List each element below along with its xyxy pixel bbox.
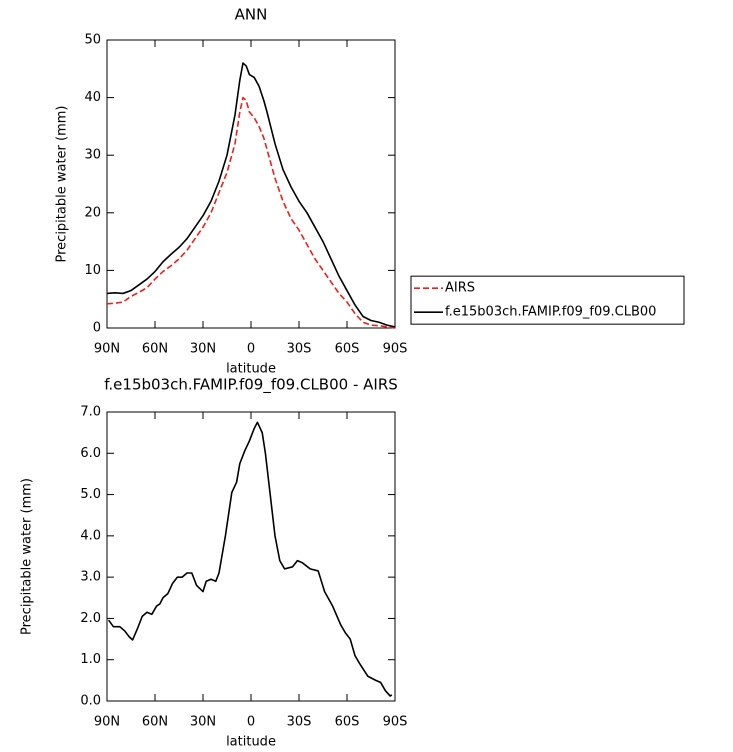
x-tick-label: 90S [383,342,408,357]
y-axis-label: Precipitable water (mm) [55,106,70,263]
legend-label: f.e15b03ch.FAMIP.f09_f09.CLB00 [445,305,656,320]
y-tick-label: 7.0 [80,405,101,420]
y-tick-label: 6.0 [80,446,101,461]
y-tick-label: 0 [93,321,101,336]
x-tick-label: 0 [247,715,255,730]
plot-frame [106,411,396,702]
y-tick-label: 20 [84,205,101,220]
data-line [106,62,396,328]
x-axis-label: latitude [226,362,276,377]
x-tick-label: 30S [287,715,312,730]
y-tick-label: 3.0 [80,570,101,585]
x-tick-label: 90N [94,342,120,357]
x-tick-label: 90S [383,715,408,730]
data-line [107,421,393,697]
legend: AIRS f.e15b03ch.FAMIP.f09_f09.CLB00 [410,275,685,325]
x-tick-label: 60N [142,715,168,730]
x-tick-label: 30N [190,342,216,357]
y-tick-label: 30 [84,148,101,163]
y-tick-label: 10 [84,263,101,278]
y-tick-label: 0.0 [80,694,101,709]
x-tick-label: 60N [142,342,168,357]
plot-frame [106,39,396,329]
chart-title: ANN [235,6,268,24]
legend-box [410,275,685,325]
chart-title: f.e15b03ch.FAMIP.f09_f09.CLB00 - AIRS [104,376,398,395]
y-axis-label: Precipitable water (mm) [20,478,35,635]
y-tick-label: 50 [84,33,101,48]
data-line [106,96,396,329]
x-tick-label: 30N [190,715,216,730]
y-tick-label: 5.0 [80,487,101,502]
y-tick-label: 40 [84,90,101,105]
legend-label: AIRS [445,281,475,296]
x-tick-label: 30S [287,342,312,357]
x-tick-label: 60S [335,342,360,357]
y-tick-label: 4.0 [80,528,101,543]
y-tick-label: 1.0 [80,652,101,667]
x-tick-label: 0 [247,342,255,357]
x-tick-label: 90N [94,715,120,730]
y-tick-label: 2.0 [80,611,101,626]
x-tick-label: 60S [335,715,360,730]
x-axis-label: latitude [226,735,276,750]
